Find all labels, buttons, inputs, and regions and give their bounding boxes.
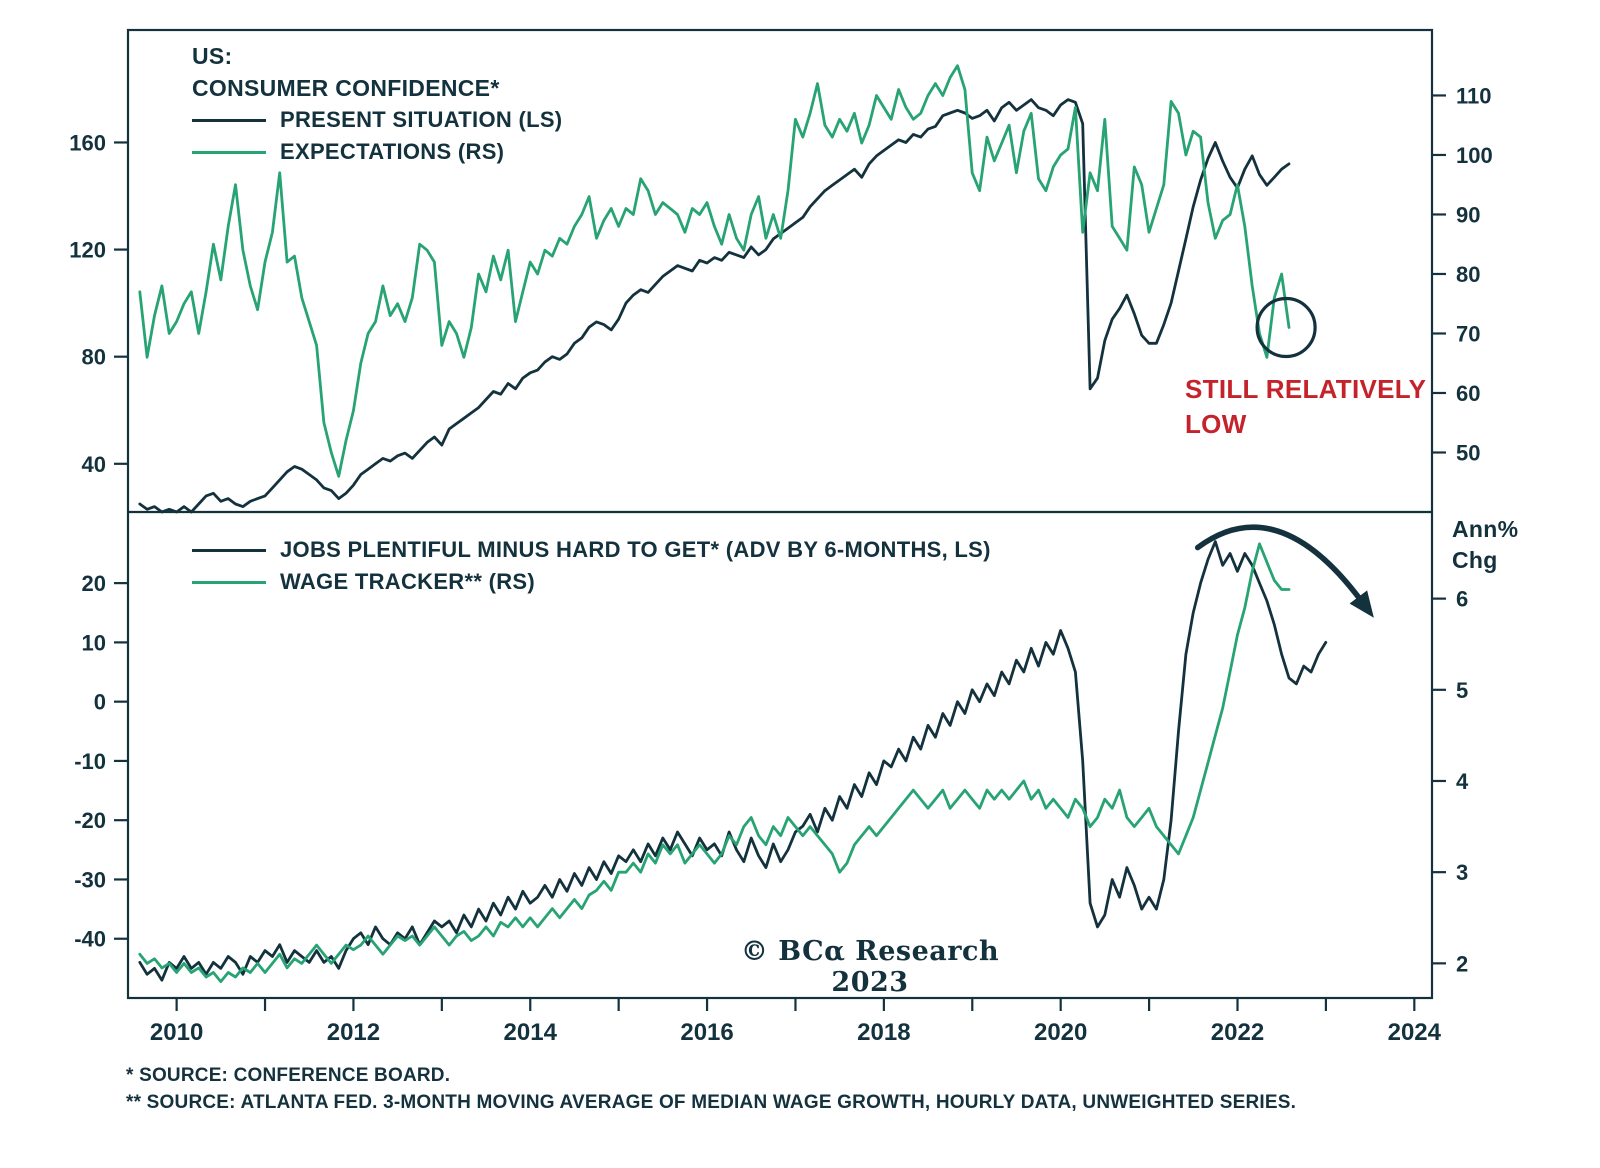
ann-pct-chg-axis-label: Ann% Chg [1452, 514, 1518, 576]
left-axis-tick-label: 20 [82, 571, 106, 596]
chart-title-line1: US: [192, 43, 233, 69]
legend-present-situation-label: PRESENT SITUATION (LS) [280, 107, 563, 132]
bottom-legend: JOBS PLENTIFUL MINUS HARD TO GET* (ADV B… [192, 534, 991, 598]
legend-jobs-differential: JOBS PLENTIFUL MINUS HARD TO GET* (ADV B… [192, 534, 991, 566]
ann-pct-line2: Chg [1452, 547, 1498, 573]
right-axis-tick-label: 110 [1456, 83, 1492, 108]
jobs-differential-line [138, 540, 1328, 982]
right-axis-tick-label: 70 [1456, 321, 1480, 346]
x-axis-year-label: 2012 [327, 1019, 380, 1046]
right-axis-tick-label: 5 [1456, 678, 1468, 703]
left-axis-tick-label: -30 [74, 867, 106, 892]
right-axis-tick-label: 100 [1456, 143, 1493, 168]
x-axis-year-label: 2024 [1388, 1019, 1442, 1046]
chart-title-line2: CONSUMER CONFIDENCE* [192, 75, 500, 101]
right-axis-tick-label: 80 [1456, 262, 1480, 287]
wage-tracker-line [138, 542, 1291, 983]
left-axis-tick-label: 80 [82, 345, 106, 370]
still-low-line1: STILL RELATIVELY [1185, 374, 1427, 404]
right-axis-tick-label: 90 [1456, 202, 1480, 227]
present-situation-line [138, 98, 1291, 514]
plot-frame [126, 28, 1434, 1000]
legend-present-situation: PRESENT SITUATION (LS) [192, 104, 562, 136]
legend-wage-tracker: WAGE TRACKER** (RS) [192, 566, 991, 598]
right-axis-tick-label: 6 [1456, 587, 1468, 612]
wage-tracker-line-swatch [192, 580, 266, 584]
trend-arrow [1194, 524, 1374, 618]
legend-jobs-differential-label: JOBS PLENTIFUL MINUS HARD TO GET* (ADV B… [280, 537, 991, 562]
still-relatively-low-label: STILL RELATIVELY LOW [1185, 372, 1426, 442]
x-axis-year-label: 2016 [680, 1019, 733, 1046]
highlight-circle [1255, 296, 1317, 359]
left-axis-tick-label: -40 [74, 927, 106, 952]
legend-expectations-label: EXPECTATIONS (RS) [280, 139, 505, 164]
left-axis-tick-label: 40 [82, 452, 106, 477]
right-axis-tick-label: 3 [1456, 860, 1468, 885]
left-axis-tick-label: -20 [74, 808, 106, 833]
x-axis-year-label: 2022 [1211, 1019, 1264, 1046]
watermark: © BCα Research 2023 [740, 936, 1000, 998]
right-axis-tick-label: 2 [1456, 951, 1468, 976]
left-axis-tick-label: 160 [69, 130, 106, 155]
left-axis-tick-label: 0 [94, 690, 106, 715]
footnote-1: * SOURCE: CONFERENCE BOARD. [126, 1065, 451, 1086]
ann-pct-line1: Ann% [1452, 516, 1519, 542]
x-axis-year-label: 2020 [1034, 1019, 1087, 1046]
left-axis-tick-label: 120 [69, 238, 106, 263]
present-situation-line-swatch [192, 118, 266, 122]
still-low-line2: LOW [1185, 409, 1247, 439]
footnote-2: ** SOURCE: ATLANTA FED. 3-MONTH MOVING A… [126, 1092, 1297, 1113]
expectations-line [138, 64, 1291, 478]
right-axis-tick-label: 50 [1456, 440, 1480, 465]
left-axis-tick-label: -10 [74, 749, 106, 774]
right-axis-tick-label: 4 [1456, 769, 1469, 794]
x-axis-year-label: 2018 [857, 1019, 910, 1046]
x-axis-year-label: 2010 [150, 1019, 203, 1046]
legend-wage-tracker-label: WAGE TRACKER** (RS) [280, 569, 536, 594]
top-legend: US: CONSUMER CONFIDENCE* PRESENT SITUATI… [192, 40, 562, 168]
x-axis-year-label: 2014 [504, 1019, 558, 1046]
left-axis-tick-label: 10 [82, 630, 106, 655]
right-axis-tick-label: 60 [1456, 381, 1480, 406]
legend-expectations: EXPECTATIONS (RS) [192, 136, 562, 168]
expectations-line-swatch [192, 150, 266, 154]
jobs-differential-line-swatch [192, 548, 266, 552]
footnotes: * SOURCE: CONFERENCE BOARD. ** SOURCE: A… [126, 1062, 1296, 1116]
